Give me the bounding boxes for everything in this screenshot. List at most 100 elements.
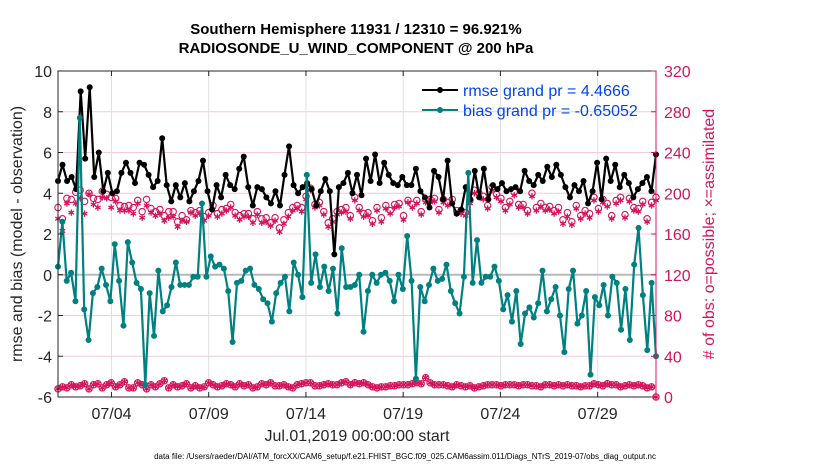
asterisk-stroke: [285, 214, 292, 219]
rmse-point: [580, 178, 587, 185]
bias-point: [504, 292, 511, 299]
y-tick-label-left: 2: [43, 227, 52, 244]
rmse-point: [489, 182, 496, 189]
bias-point: [72, 298, 79, 305]
rmse-point: [132, 180, 139, 187]
asterisk-stroke: [644, 219, 651, 224]
obs-assimilated-marker: [520, 204, 527, 211]
rmse-point: [122, 159, 129, 166]
asterisk-stroke: [192, 383, 199, 388]
rmse-point: [245, 184, 252, 191]
rmse-point: [471, 167, 478, 174]
obs-assimilated-marker: [227, 204, 234, 211]
rmse-point: [648, 188, 655, 195]
obs-assimilated-marker: [298, 208, 305, 215]
bias-point: [89, 290, 96, 297]
obs-assimilated-marker: [502, 207, 509, 214]
obs-assimilated-marker: [413, 200, 420, 207]
rmse-point: [431, 167, 438, 174]
asterisk-stroke: [648, 384, 655, 389]
asterisk-stroke: [475, 384, 482, 389]
obs-assimilated-marker: [630, 207, 637, 214]
asterisk-stroke: [276, 229, 283, 235]
rmse-point: [603, 155, 610, 162]
asterisk-stroke: [555, 209, 562, 214]
rmse-point: [218, 194, 225, 201]
bias-point: [281, 273, 288, 280]
asterisk-stroke: [431, 199, 438, 204]
obs-assimilated-marker: [90, 201, 97, 208]
obs-assimilated-marker: [94, 204, 101, 211]
asterisk-stroke: [621, 383, 629, 388]
asterisk-stroke: [205, 380, 212, 385]
obs-assimilated-marker: [134, 200, 141, 207]
asterisk-stroke: [280, 382, 288, 387]
obs-assimilated-marker: [546, 206, 553, 213]
asterisk-stroke: [108, 205, 115, 210]
rmse-point: [331, 251, 338, 258]
asterisk-stroke: [356, 381, 363, 386]
asterisk-stroke: [356, 208, 363, 213]
asterisk-stroke: [121, 379, 128, 384]
rmse-point: [444, 157, 451, 164]
rmse-point: [213, 182, 220, 189]
rmse-point: [258, 186, 265, 193]
asterisk-stroke: [577, 384, 584, 389]
bias-point: [482, 273, 489, 280]
y-tick-label-right: 320: [664, 64, 691, 81]
rmse-point: [390, 180, 397, 187]
rmse-point: [222, 171, 229, 178]
bias-point: [312, 251, 319, 258]
obs-assimilated-marker: [506, 201, 513, 208]
x-tick-label: 07/14: [286, 406, 326, 423]
asterisk-stroke: [621, 215, 629, 220]
bias-point: [190, 273, 197, 280]
x-ticks: 07/04 07/09 07/14 07/19 07/24 07/29: [91, 71, 618, 423]
rmse-point: [313, 202, 320, 209]
rmse-point: [598, 196, 605, 203]
obs-assimilated-marker: [524, 210, 531, 217]
asterisk-stroke: [613, 201, 620, 206]
rmse-point: [263, 194, 270, 201]
obs-assimilated-marker: [63, 200, 70, 207]
rmse-point: [494, 186, 501, 193]
obs-assimilated-marker: [378, 218, 385, 225]
rmse-point: [458, 206, 465, 213]
bias-point: [264, 300, 271, 307]
asterisk-stroke: [484, 206, 491, 211]
bias-point: [522, 310, 529, 317]
bias-point: [600, 281, 607, 288]
asterisk-stroke: [378, 219, 385, 224]
asterisk-stroke: [143, 203, 150, 208]
rmse-point: [435, 173, 442, 180]
rmse-point: [634, 186, 641, 193]
rmse-point: [267, 200, 274, 207]
asterisk-stroke: [267, 380, 274, 385]
rmse-point: [412, 165, 419, 172]
asterisk-stroke: [604, 204, 611, 209]
bias-point: [120, 322, 127, 329]
obs-assimilated-marker: [608, 215, 615, 222]
bias-point: [578, 312, 585, 319]
chart-title: Southern Hemisphere 11931 / 12310 = 96.9…: [190, 21, 521, 38]
asterisk-stroke: [187, 210, 194, 215]
rmse-point: [86, 84, 93, 91]
obs-assimilated-marker: [555, 208, 562, 215]
asterisk-stroke: [205, 213, 212, 218]
obs-assimilated-marker: [573, 205, 580, 212]
asterisk-stroke: [573, 206, 580, 211]
legend: rmse grand pr = 4.4666 bias grand pr = -…: [422, 83, 638, 120]
rmse-point: [417, 188, 424, 195]
rmse-point: [340, 180, 347, 187]
rmse-point: [453, 210, 460, 217]
obs-assimilated-marker: [223, 207, 230, 214]
rmse-point: [557, 171, 564, 178]
rmse-point: [281, 171, 288, 178]
bias-point: [116, 277, 123, 284]
rmse-point: [440, 196, 447, 203]
asterisk-stroke: [249, 220, 257, 225]
rmse-point: [585, 200, 592, 207]
rmse-point: [376, 180, 383, 187]
asterisk-stroke: [63, 201, 70, 206]
asterisk-stroke: [245, 382, 252, 387]
